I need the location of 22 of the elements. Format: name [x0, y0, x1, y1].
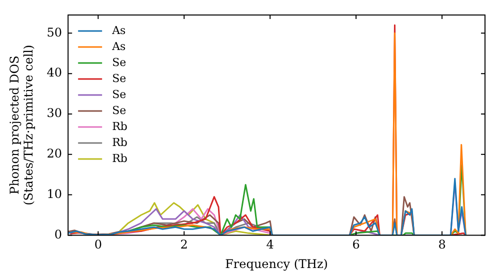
y-tick-label: 40 — [46, 66, 62, 80]
x-tick-label: 6 — [352, 238, 360, 252]
x-tick-label: 2 — [180, 238, 188, 252]
y-axis-title: Phonon projected DOS (States/THz·primitive cell) — [7, 44, 36, 206]
x-axis-title: Frequency (THz) — [225, 256, 328, 271]
y-tick-label: 30 — [46, 106, 62, 120]
legend-label: As — [111, 24, 126, 37]
x-tick-label: 4 — [266, 238, 274, 252]
legend-label: Se — [112, 104, 126, 117]
x-tick-label: 8 — [438, 238, 446, 252]
legend-label: Rb — [112, 120, 128, 133]
y-tick-label: 20 — [46, 146, 62, 161]
y-tick-label: 50 — [46, 25, 62, 40]
legend-label: Rb — [112, 152, 128, 165]
legend-label: Se — [112, 88, 126, 101]
x-tick-label: 0 — [94, 238, 102, 252]
legend-label: Se — [112, 72, 126, 85]
y-tick-label: 10 — [46, 186, 62, 201]
legend-label: Rb — [112, 136, 128, 149]
y-tick-label: 0 — [54, 227, 62, 242]
legend-label: As — [111, 40, 126, 53]
legend-label: Se — [112, 56, 126, 69]
